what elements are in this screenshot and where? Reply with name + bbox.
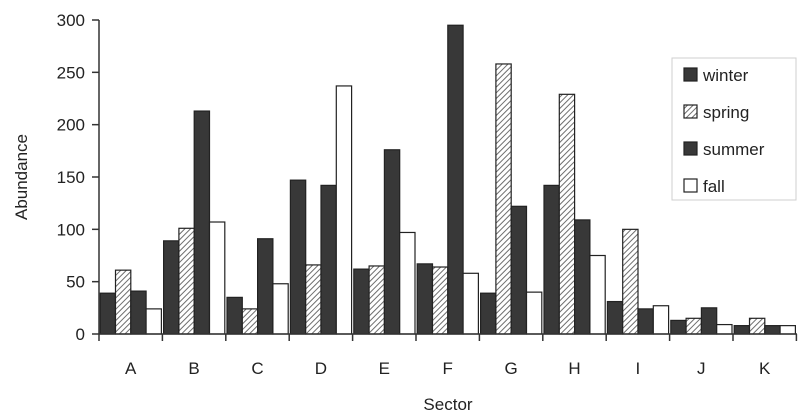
legend: winter spring summer fall (671, 57, 797, 201)
x-tick-label-D: D (315, 359, 327, 378)
x-tick-label-A: A (125, 359, 137, 378)
bar-H-fall (589, 254, 606, 335)
bar-I-winter (606, 300, 624, 335)
bar-K-winter (733, 325, 751, 335)
legend-label-summer: summer (703, 140, 765, 159)
bar-E-fall (399, 231, 416, 335)
bar-D-summer (320, 184, 337, 335)
y-tick-label: 300 (57, 11, 85, 30)
y-tick-label: 100 (57, 220, 85, 239)
bar-B-spring (178, 227, 195, 335)
bar-A-summer (130, 290, 147, 335)
x-tick-label-E: E (379, 359, 390, 378)
bar-A-spring (114, 269, 132, 335)
bar-B-summer (193, 110, 211, 335)
bar-C-fall (272, 283, 289, 335)
bar-E-summer (383, 149, 401, 335)
bar-K-fall (779, 325, 796, 335)
bar-F-spring (431, 266, 449, 335)
bar-B-winter (163, 240, 180, 335)
legend-box (671, 57, 797, 201)
y-tick-label: 150 (57, 168, 85, 187)
bar-G-fall (525, 291, 543, 335)
bar-H-spring (558, 93, 576, 335)
x-tick-label-F: F (443, 359, 453, 378)
bar-H-winter (543, 184, 560, 335)
y-tick-label: 0 (76, 325, 85, 344)
x-axis-title: Sector (423, 395, 472, 414)
bar-I-summer (637, 308, 654, 335)
bar-A-fall (145, 308, 163, 335)
x-tick-label-I: I (636, 359, 641, 378)
y-tick-label: 50 (66, 273, 85, 292)
bar-I-spring (622, 228, 639, 335)
bar-J-winter (670, 319, 687, 335)
bar-D-winter (289, 179, 307, 335)
bar-E-winter (353, 268, 370, 335)
bar-A-winter (99, 292, 117, 335)
bar-K-spring (748, 317, 766, 335)
x-tick-label-B: B (188, 359, 199, 378)
bar-J-summer (700, 307, 718, 335)
legend-swatch-summer (683, 141, 698, 156)
bar-F-summer (447, 24, 464, 335)
bar-G-summer (510, 205, 528, 335)
bar-I-fall (652, 305, 670, 335)
x-tick-label-C: C (251, 359, 263, 378)
y-axis-title: Abundance (12, 134, 31, 220)
x-ticks-layer: A B C D E F G H I J K (98, 334, 798, 378)
bar-K-summer (764, 325, 781, 335)
legend-label-winter: winter (702, 66, 749, 85)
bar-G-winter (480, 292, 497, 335)
bar-F-winter (416, 263, 434, 335)
legend-label-spring: spring (703, 103, 749, 122)
x-tick-label-J: J (697, 359, 706, 378)
x-tick-label-H: H (568, 359, 580, 378)
bar-B-fall (208, 221, 226, 335)
bar-C-spring (241, 308, 259, 335)
legend-swatch-winter (683, 67, 698, 82)
x-tick-label-K: K (759, 359, 771, 378)
legend-swatch-spring (683, 104, 698, 119)
bar-D-spring (305, 264, 322, 335)
bar-J-fall (716, 323, 733, 335)
bar-C-winter (226, 296, 243, 335)
bar-E-spring (368, 265, 386, 335)
y-ticks-layer: 0 50 100 150 200 250 300 (57, 11, 99, 344)
legend-swatch-fall (683, 178, 698, 193)
bar-D-fall (335, 85, 353, 335)
x-tick-label-G: G (504, 359, 517, 378)
bars-layer (99, 24, 796, 335)
bar-H-summer (573, 219, 591, 335)
bar-J-spring (685, 317, 702, 335)
bar-C-summer (257, 238, 274, 335)
bar-G-spring (495, 63, 512, 335)
bar-F-fall (462, 272, 480, 335)
y-tick-label: 250 (57, 63, 85, 82)
legend-label-fall: fall (703, 177, 725, 196)
y-tick-label: 200 (57, 116, 85, 135)
